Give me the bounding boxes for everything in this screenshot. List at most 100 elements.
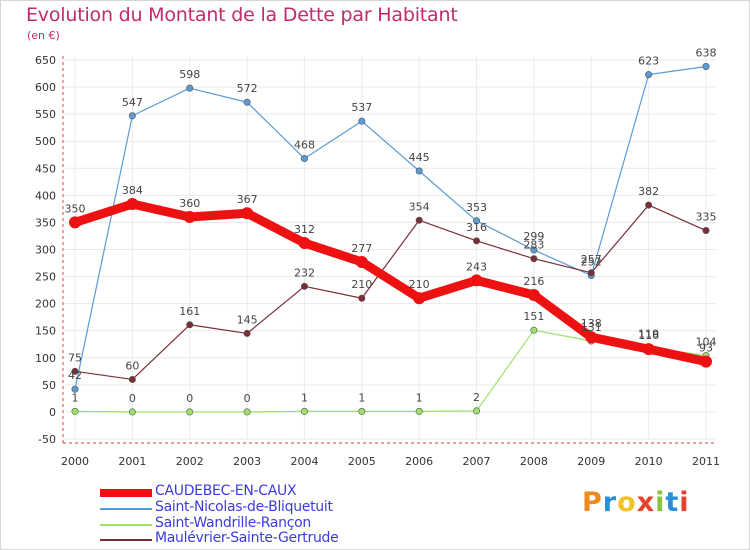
data-point [415,167,423,175]
data-label: 277 [351,242,372,255]
legend-swatch [100,508,152,510]
series-line [74,204,707,381]
data-point [358,294,366,302]
data-point [585,331,598,344]
x-tick-label: 2011 [692,455,720,468]
x-tick-label: 2010 [635,455,663,468]
data-label: 638 [696,46,717,59]
legend-label: Maulévrier-Sainte-Gertrude [155,530,339,546]
data-point [413,292,426,305]
data-label: 384 [122,184,143,197]
data-point [186,321,194,329]
y-tick-label: 200 [35,298,56,311]
y-tick-label: 0 [49,406,56,419]
y-tick-label: 50 [42,379,56,392]
data-point [587,269,595,277]
data-point [128,408,136,416]
data-label: 335 [696,211,717,224]
axes: -500501001502002503003504004505005506006… [35,54,720,468]
data-label: 116 [638,329,659,342]
y-tick-label: 150 [35,325,56,338]
chart-unit: (en €) [27,29,60,42]
data-point [241,207,254,220]
y-tick-label: -50 [38,433,56,446]
data-label: 537 [351,101,372,114]
data-point [700,355,712,368]
data-point [473,407,481,415]
x-tick-label: 2008 [520,455,548,468]
brand-logo: Proxiti [582,487,690,518]
data-label: 210 [351,278,372,291]
data-label: 316 [466,221,487,234]
data-label: 138 [581,317,602,330]
data-label: 382 [638,185,659,198]
legend-label: Saint-Wandrille-Rançon [155,515,311,531]
data-label: 210 [409,278,430,291]
data-point [300,407,308,415]
data-label: 131 [581,321,602,334]
data-label: 93 [699,342,713,355]
data-point [71,407,79,415]
data-label: 299 [523,230,544,243]
x-tick-label: 2003 [233,455,261,468]
data-label: 572 [237,82,258,95]
data-label: 257 [581,253,602,266]
data-point [358,117,366,125]
legend-swatch [100,489,152,497]
y-tick-label: 500 [35,135,56,148]
data-point [128,375,136,383]
data-point [300,155,308,163]
brand-letter: r [602,487,618,518]
data-label: 353 [466,201,487,214]
y-tick-label: 400 [35,189,56,202]
x-tick-label: 2004 [290,455,318,468]
x-tick-label: 2007 [463,455,491,468]
grid [65,56,716,440]
data-label: 283 [523,239,544,252]
data-label: 252 [581,255,602,268]
data-label: 468 [294,139,315,152]
x-tick-label: 2009 [577,455,605,468]
data-label: 1 [301,391,308,404]
data-point [530,246,538,254]
brand-letter: o [617,487,637,518]
legend-swatch [100,524,152,526]
data-point [645,201,653,209]
data-label: 0 [186,392,193,405]
data-label: 0 [244,392,251,405]
data-label: 2 [473,391,480,404]
data-label: 0 [129,392,136,405]
data-label: 547 [122,96,143,109]
data-label: 445 [409,151,430,164]
data-point [415,216,423,224]
chart-title: Evolution du Montant de la Dette par Hab… [26,4,458,26]
data-label: 1 [72,391,79,404]
y-tick-label: 300 [35,244,56,257]
data-point [126,198,139,211]
data-point [71,367,79,375]
data-point [186,84,194,92]
data-label: 312 [294,223,315,236]
data-point [470,274,483,287]
legend-swatch [100,539,152,541]
data-point [530,326,538,334]
data-point [300,282,308,290]
data-label: 119 [638,327,659,340]
x-tick-label: 2001 [118,455,146,468]
data-label: 367 [237,193,258,206]
data-point [358,407,366,415]
data-point [527,288,540,301]
data-point [642,343,655,356]
data-label: 104 [696,336,717,349]
data-label: 145 [237,313,258,326]
data-label: 151 [523,310,544,323]
brand-letter: t [665,487,680,518]
x-tick-label: 2000 [61,455,89,468]
data-point [243,408,251,416]
data-label: 354 [409,200,430,213]
series-lines [69,62,712,416]
brand-letter: P [582,487,603,518]
data-point [186,408,194,416]
x-tick-label: 2005 [348,455,376,468]
data-label: 216 [523,275,544,288]
